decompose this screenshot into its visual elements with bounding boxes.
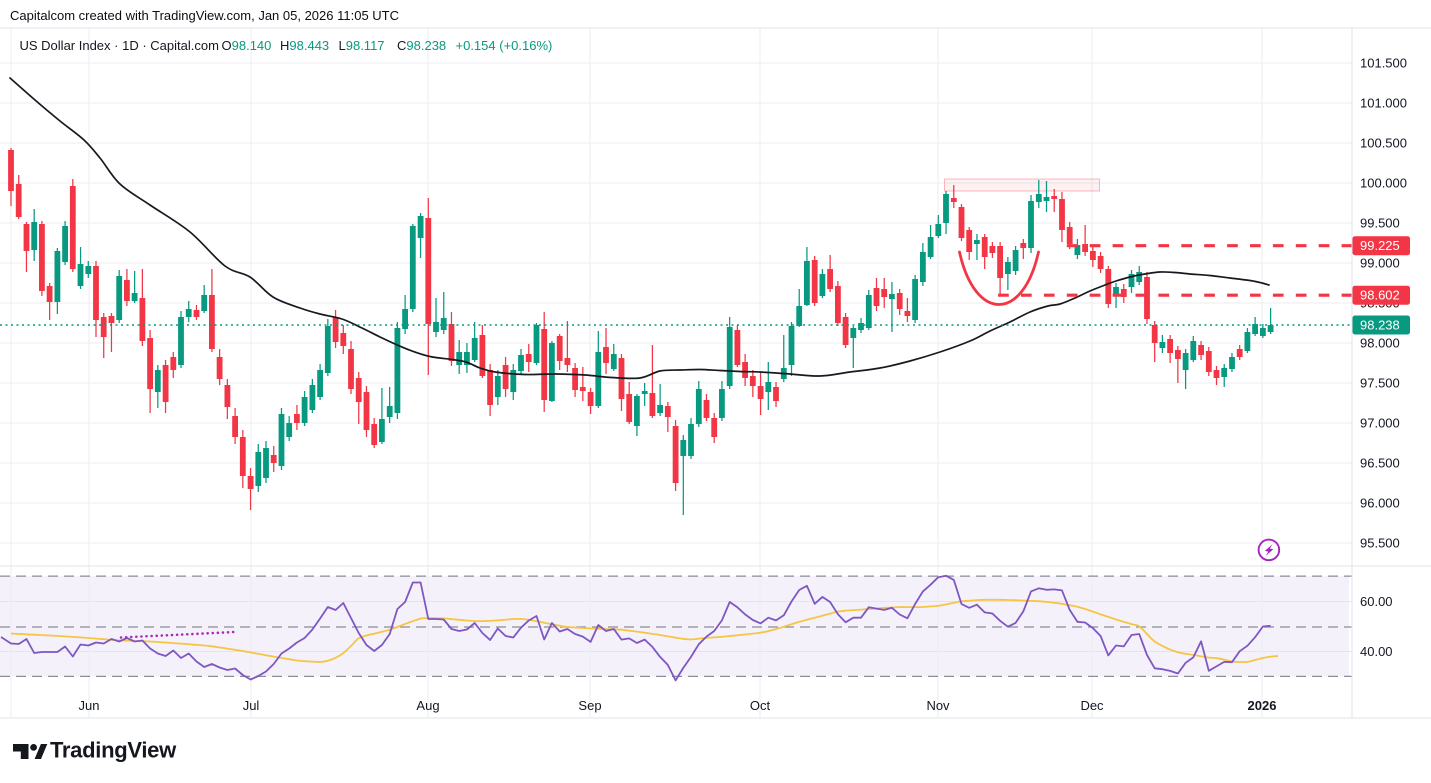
svg-text:98.238: 98.238 xyxy=(1360,318,1400,333)
svg-text:99.225: 99.225 xyxy=(1360,238,1400,253)
svg-text:H98.443: H98.443 xyxy=(280,38,329,53)
svg-text:99.500: 99.500 xyxy=(1360,216,1400,231)
svg-text:Oct: Oct xyxy=(750,698,771,713)
svg-text:40.00: 40.00 xyxy=(1360,644,1393,659)
svg-text:101.500: 101.500 xyxy=(1360,56,1407,71)
svg-text:2026: 2026 xyxy=(1248,698,1277,713)
svg-text:O98.140: O98.140 xyxy=(222,38,272,53)
svg-text:Aug: Aug xyxy=(416,698,439,713)
svg-text:100.500: 100.500 xyxy=(1360,136,1407,151)
svg-text:Jun: Jun xyxy=(79,698,100,713)
svg-text:98.000: 98.000 xyxy=(1360,336,1400,351)
svg-text:98.602: 98.602 xyxy=(1360,288,1400,303)
svg-text:97.000: 97.000 xyxy=(1360,416,1400,431)
svg-text:101.000: 101.000 xyxy=(1360,96,1407,111)
svg-text:Nov: Nov xyxy=(926,698,950,713)
svg-text:96.000: 96.000 xyxy=(1360,496,1400,511)
svg-text:L98.117: L98.117 xyxy=(339,38,385,53)
svg-text:96.500: 96.500 xyxy=(1360,456,1400,471)
svg-text:Sep: Sep xyxy=(578,698,601,713)
svg-text:Jul: Jul xyxy=(243,698,260,713)
svg-text:TradingView: TradingView xyxy=(50,738,177,763)
svg-text:+0.154 (+0.16%): +0.154 (+0.16%) xyxy=(456,38,553,53)
svg-text:Dec: Dec xyxy=(1080,698,1104,713)
svg-text:C98.238: C98.238 xyxy=(397,38,446,53)
svg-text:Capitalcom created with Tradin: Capitalcom created with TradingView.com,… xyxy=(10,8,399,23)
svg-text:95.500: 95.500 xyxy=(1360,536,1400,551)
svg-text:97.500: 97.500 xyxy=(1360,376,1400,391)
svg-text:US Dollar Index · 1D · Capital: US Dollar Index · 1D · Capital.com xyxy=(20,38,219,53)
svg-text:60.00: 60.00 xyxy=(1360,594,1393,609)
svg-text:99.000: 99.000 xyxy=(1360,256,1400,271)
svg-text:100.000: 100.000 xyxy=(1360,176,1407,191)
